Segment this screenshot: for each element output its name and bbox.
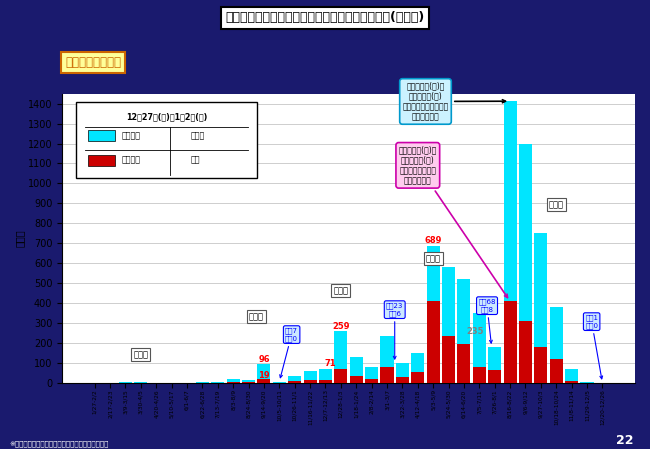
Text: ２６人: ２６人 xyxy=(191,131,205,140)
Text: 第１波からの状況: 第１波からの状況 xyxy=(65,56,121,69)
Bar xyxy=(288,376,301,383)
Bar xyxy=(488,347,501,383)
Bar xyxy=(458,344,471,383)
Text: 県：7
市：0: 県：7 市：0 xyxy=(280,327,298,378)
Text: 県：23
市：6: 県：23 市：6 xyxy=(386,303,404,359)
Bar xyxy=(411,372,424,383)
Text: 奈良県及び奈良市における新規感染者数等の推移(週単位): 奈良県及び奈良市における新規感染者数等の推移(週単位) xyxy=(226,11,424,24)
Bar xyxy=(411,353,424,383)
Text: 689: 689 xyxy=(424,236,442,245)
Text: 71: 71 xyxy=(324,359,336,368)
Text: 12月27日(月)～1月2日(日): 12月27日(月)～1月2日(日) xyxy=(126,112,207,121)
Text: ：奈良県: ：奈良県 xyxy=(121,131,140,140)
Text: ８月２３日(月)～
８月２９日(日)
奈良市：４０９人
（過去最多）: ８月２３日(月)～ ８月２９日(日) 奈良市：４０９人 （過去最多） xyxy=(398,145,508,298)
Text: 第３波: 第３波 xyxy=(333,286,348,295)
Bar xyxy=(580,382,593,383)
Bar xyxy=(534,233,547,383)
Bar xyxy=(442,336,455,383)
Bar xyxy=(288,381,301,383)
Bar xyxy=(426,246,439,383)
Text: 第１波: 第１波 xyxy=(133,350,148,359)
Bar xyxy=(380,367,393,383)
Bar xyxy=(488,370,501,383)
Bar xyxy=(504,101,517,383)
Text: 22: 22 xyxy=(616,434,634,447)
Bar xyxy=(550,307,563,383)
Bar xyxy=(565,381,578,383)
Bar xyxy=(334,331,347,383)
Bar xyxy=(458,279,471,383)
Bar xyxy=(88,130,116,141)
Bar xyxy=(442,267,455,383)
Bar xyxy=(319,379,332,383)
Bar xyxy=(350,357,363,383)
Text: 259: 259 xyxy=(332,322,350,331)
Text: 96: 96 xyxy=(258,355,270,364)
Bar xyxy=(257,379,270,383)
Bar xyxy=(304,371,317,383)
Bar xyxy=(426,301,439,383)
Y-axis label: （人）: （人） xyxy=(15,229,25,247)
Bar xyxy=(334,369,347,383)
Bar xyxy=(565,370,578,383)
Text: 第４波: 第４波 xyxy=(426,254,441,263)
Bar xyxy=(273,382,286,383)
Bar xyxy=(365,379,378,383)
Bar xyxy=(365,367,378,383)
Bar xyxy=(88,155,116,166)
Bar xyxy=(350,376,363,383)
Text: 県：68
市：8: 県：68 市：8 xyxy=(478,299,496,343)
Bar xyxy=(550,359,563,383)
Text: １人: １人 xyxy=(191,156,200,165)
Text: 235: 235 xyxy=(466,327,484,336)
Text: 第５波: 第５波 xyxy=(549,200,564,209)
Bar xyxy=(304,380,317,383)
Text: ８月２３日(月)～
８月２９日(日)
奈良県：１，４１２人
（過去最多）: ８月２３日(月)～ ８月２９日(日) 奈良県：１，４１２人 （過去最多） xyxy=(402,81,506,122)
Bar xyxy=(519,144,532,383)
Bar xyxy=(504,301,517,383)
Bar xyxy=(473,367,486,383)
Text: 第２波: 第２波 xyxy=(249,312,264,321)
Bar xyxy=(473,313,486,383)
Bar xyxy=(396,377,409,383)
Text: ：奈良市: ：奈良市 xyxy=(121,156,140,165)
Bar xyxy=(242,380,255,383)
Bar xyxy=(519,321,532,383)
Bar xyxy=(211,382,224,383)
Bar xyxy=(119,382,132,383)
Bar xyxy=(380,336,393,383)
Bar xyxy=(227,382,240,383)
Bar xyxy=(396,363,409,383)
Bar xyxy=(257,364,270,383)
Bar xyxy=(227,379,240,383)
Bar xyxy=(319,369,332,383)
Text: 県：1
市：0: 県：1 市：0 xyxy=(585,315,603,379)
FancyBboxPatch shape xyxy=(77,102,257,177)
Text: 19: 19 xyxy=(258,370,270,380)
Bar xyxy=(534,347,547,383)
Text: ※青いフキダシは県・市それぞれの波の間の最小値: ※青いフキダシは県・市それぞれの波の間の最小値 xyxy=(10,440,109,447)
